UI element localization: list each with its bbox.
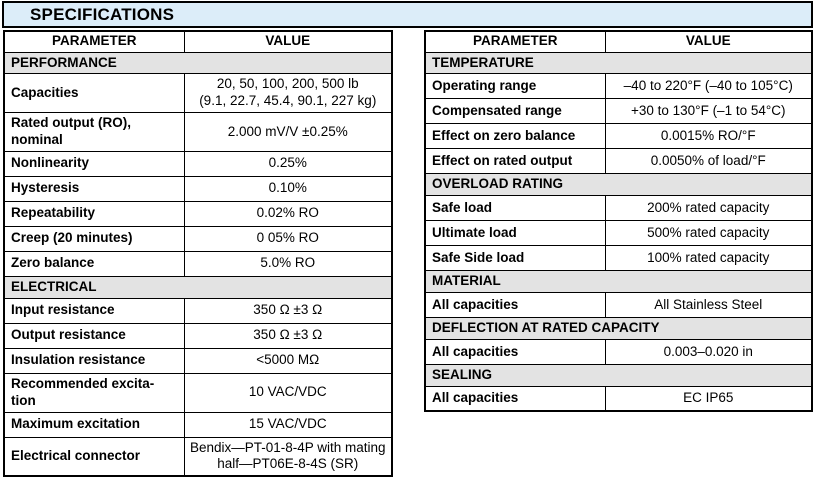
section-header-temperature: TEMPERATURE [424,51,813,75]
section-header-deflection: DEFLECTION AT RATED CAPACITY [424,317,813,340]
specifications-table-right: PARAMETER VALUE TEMPERATURE Operating ra… [424,30,813,413]
column-header-value: VALUE [183,30,393,53]
value-cell: 10 VAC/VDC [183,372,393,413]
value-cell: 200% rated capacity [604,195,813,222]
table-row: All capacities EC IP65 [424,385,813,412]
param-cell: Nonlinearity [3,150,185,177]
table-row: Recommended excita- tion 10 VAC/VDC [3,372,393,413]
section-row: SEALING [424,364,813,387]
param-cell: Rated output (RO), nominal [3,112,185,152]
table-row: Insulation resistance <5000 MΩ [3,347,393,374]
value-cell: 20, 50, 100, 200, 500 lb (9.1, 22.7, 45.… [183,73,393,114]
value-cell: 0.0050% of load/°F [604,148,813,175]
section-header-performance: PERFORMANCE [3,51,393,75]
section-header-sealing: SEALING [424,364,813,387]
table-row: Maximum excitation 15 VAC/VDC [3,411,393,438]
param-cell: Safe Side load [424,245,606,272]
table-row: Rated output (RO), nominal 2.000 mV/V ±0… [3,112,393,152]
param-cell: Effect on rated output [424,148,606,175]
param-cell: Effect on zero balance [424,123,606,150]
param-cell: Recommended excita- tion [3,372,185,413]
table-row: Safe load 200% rated capacity [424,195,813,222]
value-cell: 0.0015% RO/°F [604,123,813,150]
table-row: Zero balance 5.0% RO [3,250,393,277]
table-row: Hysteresis 0.10% [3,175,393,202]
value-cell: 15 VAC/VDC [183,411,393,438]
table-header-row: PARAMETER VALUE [424,30,813,53]
value-cell: 0.02% RO [183,200,393,227]
param-cell: Ultimate load [424,220,606,247]
param-cell: Output resistance [3,322,185,349]
value-cell: 100% rated capacity [604,245,813,272]
param-cell: Capacities [3,73,185,114]
value-cell: 350 Ω ±3 Ω [183,297,393,324]
section-header-electrical: ELECTRICAL [3,275,393,299]
value-cell: <5000 MΩ [183,347,393,374]
value-cell: 0.10% [183,175,393,202]
value-cell: +30 to 130°F (–1 to 54°C) [604,98,813,125]
param-cell: Input resistance [3,297,185,324]
table-row: Capacities 20, 50, 100, 200, 500 lb (9.1… [3,73,393,114]
section-row: TEMPERATURE [424,51,813,75]
table-row: Ultimate load 500% rated capacity [424,220,813,247]
section-row: MATERIAL [424,270,813,294]
value-cell: 5.0% RO [183,250,393,277]
param-cell: Insulation resistance [3,347,185,374]
value-cell: Bendix—PT-01-8-4P with mating half—PT06E… [183,436,393,477]
specifications-title-bar: SPECIFICATIONS [2,1,813,28]
section-row: ELECTRICAL [3,275,393,299]
param-cell: All capacities [424,339,606,365]
value-cell: 0.003–0.020 in [604,339,813,365]
section-row: DEFLECTION AT RATED CAPACITY [424,317,813,340]
table-row: All capacities All Stainless Steel [424,292,813,319]
param-cell: Safe load [424,195,606,222]
value-cell: 0.25% [183,150,393,177]
table-row: Nonlinearity 0.25% [3,150,393,177]
section-row: OVERLOAD RATING [424,173,813,197]
table-row: Creep (20 minutes) 0 05% RO [3,225,393,252]
table-row: Compensated range +30 to 130°F (–1 to 54… [424,98,813,125]
table-row: Input resistance 350 Ω ±3 Ω [3,297,393,324]
param-cell: All capacities [424,385,606,412]
table-header-row: PARAMETER VALUE [3,30,393,53]
table-row: Output resistance 350 Ω ±3 Ω [3,322,393,349]
table-row: Effect on zero balance 0.0015% RO/°F [424,123,813,150]
table-row: Electrical connector Bendix—PT-01-8-4P w… [3,436,393,477]
section-header-material: MATERIAL [424,270,813,294]
param-cell: Zero balance [3,250,185,277]
param-cell: Operating range [424,73,606,100]
value-cell: 0 05% RO [183,225,393,252]
param-cell: Maximum excitation [3,411,185,438]
table-row: Operating range –40 to 220°F (–40 to 105… [424,73,813,100]
table-row: Safe Side load 100% rated capacity [424,245,813,272]
column-header-value: VALUE [604,30,813,53]
param-cell: All capacities [424,292,606,319]
param-cell: Electrical connector [3,436,185,477]
page-title: SPECIFICATIONS [30,4,175,24]
table-row: Repeatability 0.02% RO [3,200,393,227]
param-cell: Creep (20 minutes) [3,225,185,252]
column-header-parameter: PARAMETER [424,30,606,53]
value-cell: 500% rated capacity [604,220,813,247]
value-cell: All Stainless Steel [604,292,813,319]
value-cell: 350 Ω ±3 Ω [183,322,393,349]
param-cell: Repeatability [3,200,185,227]
section-header-overload-rating: OVERLOAD RATING [424,173,813,197]
table-row: All capacities 0.003–0.020 in [424,339,813,365]
specifications-table-left: PARAMETER VALUE PERFORMANCE Capacities 2… [3,30,393,478]
value-cell: –40 to 220°F (–40 to 105°C) [604,73,813,100]
value-cell: EC IP65 [604,385,813,412]
column-header-parameter: PARAMETER [3,30,185,53]
table-row: Effect on rated output 0.0050% of load/°… [424,148,813,175]
section-row: PERFORMANCE [3,51,393,75]
param-cell: Compensated range [424,98,606,125]
value-cell: 2.000 mV/V ±0.25% [183,112,393,152]
param-cell: Hysteresis [3,175,185,202]
